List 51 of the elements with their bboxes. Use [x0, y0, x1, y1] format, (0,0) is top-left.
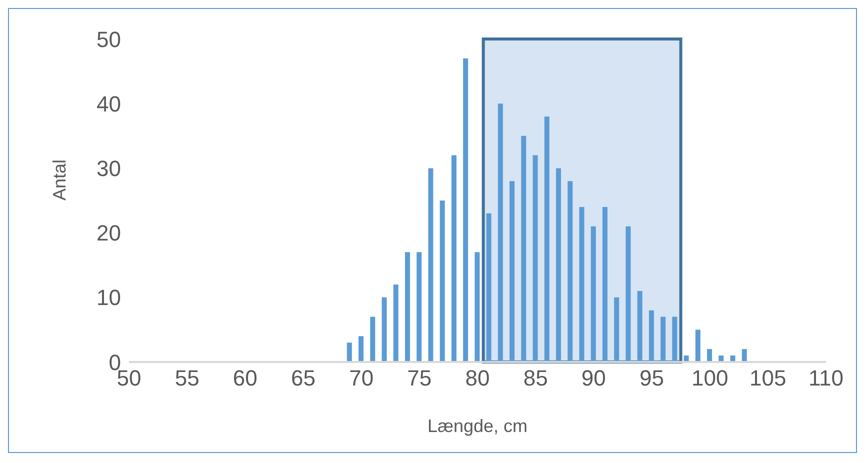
bar — [358, 336, 364, 362]
bar — [568, 181, 573, 362]
x-tick-label: 90 — [581, 366, 606, 391]
bar — [440, 200, 445, 362]
bar — [474, 252, 480, 362]
y-axis-title: Antal — [49, 159, 70, 200]
bar — [556, 168, 562, 362]
bar — [428, 168, 434, 362]
bar — [544, 116, 550, 362]
x-tick-label: 55 — [174, 366, 200, 391]
bar — [637, 290, 642, 362]
bar — [463, 58, 468, 362]
y-tick-label: 30 — [96, 156, 121, 182]
x-tick-label: 105 — [750, 366, 786, 391]
x-tick-label: 75 — [407, 366, 432, 391]
bar — [416, 252, 422, 362]
bar — [393, 284, 398, 362]
bar — [660, 316, 666, 362]
x-tick-label: 100 — [691, 366, 728, 391]
bar — [602, 206, 608, 362]
bar — [532, 155, 538, 362]
bar — [451, 155, 456, 362]
bar — [404, 252, 410, 362]
x-tick-label: 110 — [808, 366, 844, 391]
bar — [486, 213, 492, 362]
y-tick-label: 20 — [96, 220, 121, 246]
x-tick-label: 65 — [291, 366, 316, 391]
x-tick-label: 60 — [232, 366, 258, 391]
bar — [742, 349, 747, 362]
y-tick-label: 40 — [96, 91, 121, 116]
x-axis-title: Længde, cm — [427, 416, 528, 436]
bar — [648, 310, 654, 362]
x-tick-label: 85 — [523, 366, 548, 391]
bar — [346, 342, 352, 362]
bar — [695, 330, 700, 362]
bar — [579, 206, 584, 362]
y-tick-label: 10 — [96, 285, 121, 310]
x-tick-label: 70 — [349, 366, 374, 391]
x-tick-label: 80 — [465, 366, 490, 391]
bar — [370, 316, 376, 362]
x-tick-label: 95 — [640, 366, 664, 391]
bar — [626, 226, 631, 362]
bar — [614, 297, 620, 362]
bar — [382, 297, 387, 362]
bar — [498, 104, 503, 362]
bar — [707, 349, 712, 362]
y-tick-label: 50 — [96, 26, 121, 52]
bar — [590, 226, 596, 362]
bar — [672, 316, 678, 362]
bar — [521, 136, 526, 362]
bar — [510, 181, 515, 362]
